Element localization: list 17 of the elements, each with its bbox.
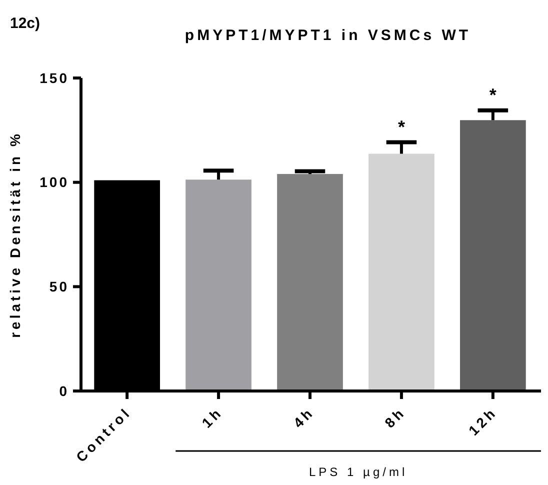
bar <box>277 174 343 391</box>
y-tick-label: 100 <box>40 174 69 190</box>
y-tick-label: 0 <box>59 382 69 399</box>
annotation: * <box>398 116 405 137</box>
annotation: * <box>489 84 496 105</box>
x-tick-label: 8h <box>381 404 409 431</box>
chart-title: pMYPT1/MYPT1 in VSMCs WT <box>184 27 472 44</box>
x-tick-label: 4h <box>290 404 318 431</box>
text: LPS 1 µg/ml <box>309 465 408 479</box>
y-tick-label: 50 <box>49 278 69 295</box>
bar <box>368 154 434 391</box>
y-tick-label: 150 <box>40 70 69 86</box>
text: 12c) <box>10 15 40 32</box>
bar <box>460 120 526 391</box>
bar <box>186 180 252 391</box>
x-tick-label: 1h <box>198 404 226 431</box>
y-axis-title: relative Densität in % <box>7 131 23 338</box>
